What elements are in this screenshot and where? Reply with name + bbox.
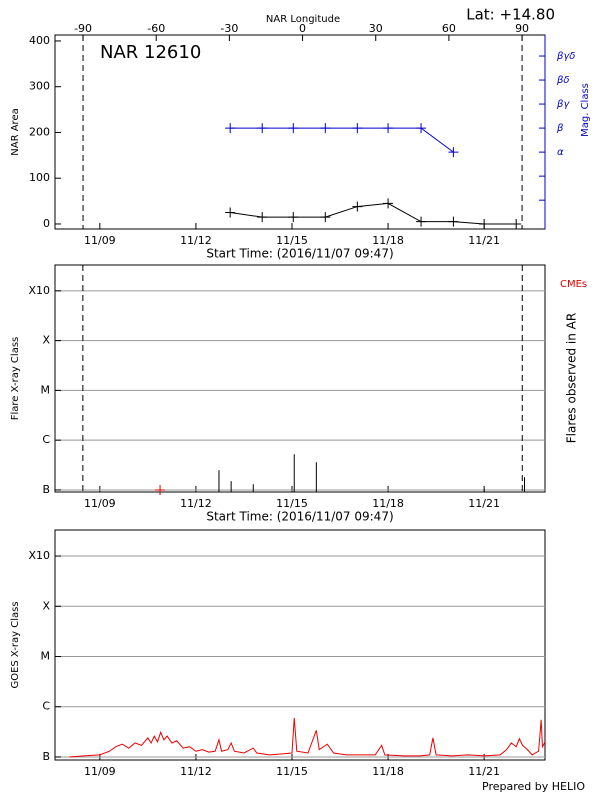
x2-tick-label: -60 [147,22,165,35]
point [288,123,299,134]
y2-axis-label: Mag. Class [580,83,591,137]
y-tick-label: 300 [29,80,50,93]
x-tick-label: 11/09 [84,497,116,510]
x2-tick-label: 60 [442,22,456,35]
y-tick-label: B [42,750,50,763]
y2-axis-label: Flares observed in AR [565,313,579,443]
point [383,198,394,209]
y-tick-label: M [41,650,51,663]
x-tick-label: 11/15 [276,234,308,247]
latitude: Lat: +14.80 [466,6,555,24]
point [511,218,522,229]
point [448,147,459,158]
x-tick-label: 11/09 [84,234,116,247]
x-tick-label: 11/21 [468,234,500,247]
chart-title: NAR 12610 [100,42,201,63]
y-tick-label: M [41,383,51,396]
goes-flux [69,717,546,758]
y2-tick-label: βδ [556,75,570,86]
point [383,123,394,134]
point [288,212,299,223]
x-tick-label: 11/12 [180,497,212,510]
y2-tick-label: βγδ [556,51,575,62]
x2-tick-label: -30 [220,22,238,35]
point [416,216,427,227]
x-tick-label: 11/21 [468,765,500,778]
x2-tick-label: 90 [515,22,529,35]
x-tick-label: 11/12 [180,234,212,247]
y2-tick-label: α [557,147,564,158]
point [257,212,268,223]
point [479,218,490,229]
x-tick-label: 11/15 [276,497,308,510]
x2-tick-label: 30 [369,22,383,35]
point [320,123,331,134]
x2-axis-label: NAR Longitude [266,14,340,25]
x-tick-label: 11/12 [180,765,212,778]
y-tick-label: X [42,334,50,347]
y-tick-label: 100 [29,171,50,184]
point [257,123,268,134]
y-tick-label: 0 [43,217,50,230]
y-tick-label: 200 [29,125,50,138]
x-axis-label: Start Time: (2016/11/07 09:47) [206,510,393,524]
y-axis-label: Flare X-ray Class [10,337,21,421]
x-tick-label: 11/18 [372,765,404,778]
point [225,207,236,218]
point [352,201,363,212]
y-tick-label: X10 [28,549,50,562]
legend-label: CMEs [560,279,587,290]
plot-frame [54,34,546,230]
point [320,212,331,223]
point [448,216,459,227]
x-tick-label: 11/09 [84,765,116,778]
series-line [230,202,517,225]
x-tick-label: 11/18 [372,497,404,510]
y2-tick-label: β [556,123,564,134]
y-tick-label: X [42,599,50,612]
point [352,123,363,134]
y-tick-label: X10 [28,284,50,297]
x-tick-label: 11/18 [372,234,404,247]
y2-tick-label: βγ [556,99,570,110]
y-axis-label: NAR Area [10,108,21,155]
plot-frame [54,264,546,493]
x-tick-label: 11/21 [468,497,500,510]
x-tick-label: 11/15 [276,765,308,778]
y-tick-label: 400 [29,34,50,47]
y-tick-label: B [42,483,50,496]
cme-marker [155,484,166,495]
series-line [230,127,454,153]
plot-frame [54,529,546,761]
x2-tick-label: -90 [74,22,92,35]
y-axis-label: GOES X-ray Class [10,601,21,688]
point [225,123,236,134]
x2-tick-label: 0 [299,22,306,35]
x-axis-label: Start Time: (2016/11/07 09:47) [206,247,393,261]
point [416,123,427,134]
footer: Prepared by HELIO [482,780,585,793]
y-tick-label: C [42,433,50,446]
y-tick-label: C [42,700,50,713]
